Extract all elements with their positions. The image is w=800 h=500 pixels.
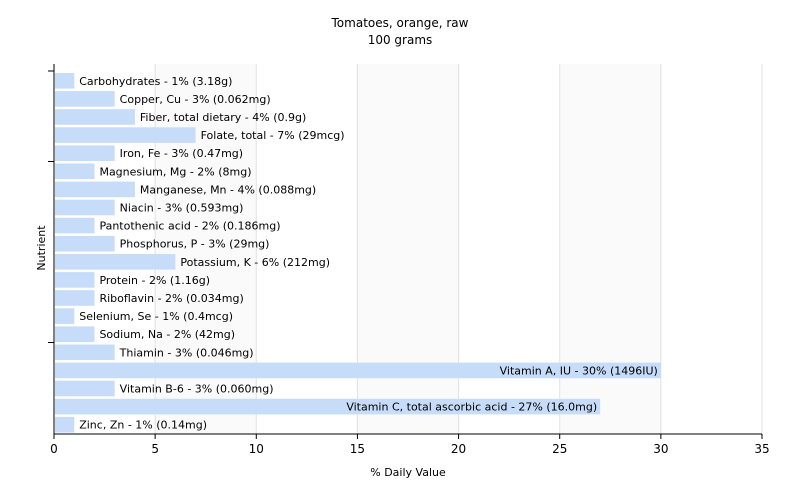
bar-label: Thiamin - 3% (0.046mg) [119, 346, 254, 359]
bar-label: Selenium, Se - 1% (0.4mcg) [79, 310, 233, 323]
bar [55, 308, 75, 324]
bar [55, 199, 115, 216]
x-tick-label: 35 [754, 442, 769, 456]
x-tick-label: 0 [50, 442, 58, 456]
bar-label: Folate, total - 7% (29mcg) [201, 129, 345, 142]
bar-label: Pantothenic acid - 2% (0.186mg) [99, 220, 280, 233]
x-tick-label: 15 [350, 442, 365, 456]
bar-label: Phosphorus, P - 3% (29mg) [120, 238, 270, 251]
x-axis-label: % Daily Value [370, 466, 446, 479]
bar-label: Protein - 2% (1.16g) [99, 274, 210, 287]
bar-label: Manganese, Mn - 4% (0.088mg) [140, 183, 316, 196]
bar-label: Niacin - 3% (0.593mg) [120, 202, 244, 215]
bar-label: Vitamin B-6 - 3% (0.060mg) [120, 383, 274, 396]
bar [55, 127, 196, 143]
bar [55, 380, 115, 397]
bar [55, 326, 95, 342]
chart-title: Tomatoes, orange, raw [331, 16, 469, 30]
bar-label: Carbohydrates - 1% (3.18g) [79, 75, 232, 88]
grid-band [357, 64, 459, 434]
bar [55, 235, 115, 252]
bar [55, 163, 95, 180]
bar-label: Vitamin A, IU - 30% (1496IU) [500, 364, 658, 377]
bar [55, 109, 135, 125]
bar [55, 362, 661, 379]
bar [55, 254, 176, 270]
bar [55, 398, 601, 415]
bar [55, 290, 95, 306]
bar [55, 416, 75, 433]
bar [55, 145, 115, 161]
bar [55, 272, 95, 288]
bar-label: Magnesium, Mg - 2% (8mg) [99, 165, 251, 178]
chart-subtitle: 100 grams [368, 33, 433, 47]
bar [55, 73, 75, 89]
x-tick-label: 25 [552, 442, 567, 456]
plot-area: Carbohydrates - 1% (3.18g) Copper, Cu - 3… [48, 64, 770, 456]
bar-label: Zinc, Zn - 1% (0.14mg) [79, 419, 207, 432]
x-tick-label: 10 [249, 442, 264, 456]
bar [55, 91, 115, 107]
bar-label: Potassium, K - 6% (212mg) [180, 256, 330, 269]
bar-label: Vitamin C, total ascorbic acid - 27% (16… [346, 401, 597, 414]
x-tick-label: 30 [653, 442, 668, 456]
y-axis-label: Nutrient [35, 225, 48, 271]
bar [55, 181, 135, 198]
bar-label: Copper, Cu - 3% (0.062mg) [120, 93, 271, 106]
bar-label: Sodium, Na - 2% (42mg) [99, 328, 235, 341]
bar [55, 344, 115, 361]
x-tick-label: 5 [151, 442, 159, 456]
bar-label: Riboflavin - 2% (0.034mg) [99, 292, 243, 305]
grid-band [559, 64, 661, 434]
bar-label: Iron, Fe - 3% (0.47mg) [120, 147, 243, 160]
bar [55, 217, 95, 234]
x-tick-label: 20 [451, 442, 466, 456]
bar-label: Fiber, total dietary - 4% (0.9g) [140, 111, 306, 124]
